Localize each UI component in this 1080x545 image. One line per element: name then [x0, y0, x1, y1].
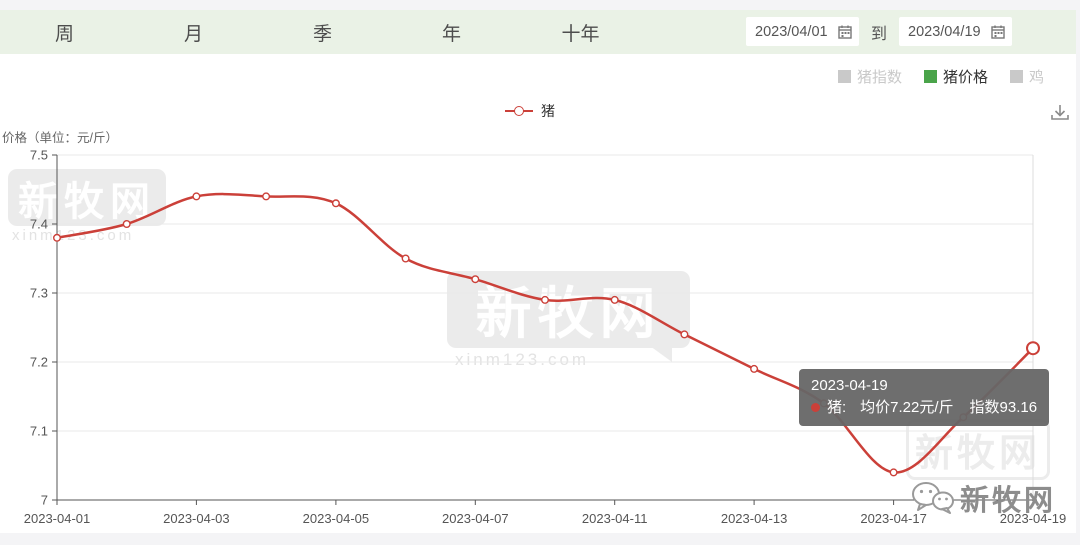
legend-swatch [837, 70, 851, 83]
date-from-box [746, 17, 859, 46]
legend-item-chicken[interactable]: 鸡 [1009, 66, 1044, 87]
line-circle-marker-icon [505, 106, 533, 116]
date-range-control: 到 [746, 17, 1013, 46]
chart-legend-pig[interactable]: 猪 [505, 101, 555, 121]
y-axis-title: 价格（单位：元/斤） [2, 131, 118, 145]
svg-text:2023-04-03: 2023-04-03 [163, 511, 230, 526]
chart-legend-label: 猪 [541, 103, 555, 119]
svg-text:2023-04-19: 2023-04-19 [1000, 511, 1067, 526]
legend-swatch [1009, 70, 1023, 83]
calendar-icon[interactable] [838, 25, 852, 39]
tab-week[interactable]: 周 [54, 23, 74, 45]
tooltip-price: 均价7.22元/斤 [860, 398, 954, 416]
legend-item-pig-index[interactable]: 猪指数 [837, 66, 902, 87]
svg-text:2023-04-01: 2023-04-01 [24, 511, 91, 526]
watermark-wechat: 新牧网 [910, 477, 1056, 519]
date-from-input[interactable] [753, 22, 837, 41]
watermark-logo: 新牧网 [8, 169, 166, 226]
svg-text:2023-04-07: 2023-04-07 [442, 511, 509, 526]
tab-year[interactable]: 年 [441, 23, 461, 45]
period-tabbar: 周 月 季 年 十年 [0, 10, 1076, 54]
svg-text:7: 7 [41, 493, 48, 508]
tooltip-series-dot [811, 403, 820, 413]
svg-text:2023-04-05: 2023-04-05 [303, 511, 370, 526]
legend-label: 猪价格 [942, 69, 988, 86]
svg-text:2023-04-13: 2023-04-13 [721, 511, 788, 526]
svg-text:7.4: 7.4 [30, 217, 48, 232]
date-range-to-label: 到 [871, 25, 888, 43]
watermark-corner-text: 新牧网 [960, 485, 1057, 517]
series-toggle-legend: 猪指数 猪价格 鸡 [837, 66, 1044, 87]
tab-month[interactable]: 月 [183, 23, 203, 45]
tooltip-date: 2023-04-19 [811, 377, 888, 394]
svg-text:7.5: 7.5 [30, 148, 48, 163]
legend-swatch [923, 70, 937, 83]
svg-text:7.1: 7.1 [30, 424, 48, 439]
watermark-logo: 新牧网 [447, 271, 690, 362]
svg-text:7.3: 7.3 [30, 286, 48, 301]
tab-tenyear[interactable]: 十年 [561, 23, 600, 45]
tab-quarter[interactable]: 季 [312, 23, 332, 45]
calendar-icon[interactable] [991, 25, 1005, 39]
legend-label: 鸡 [1028, 69, 1044, 86]
date-to-box [899, 17, 1013, 46]
tooltip-index: 指数93.16 [969, 398, 1038, 416]
tooltip-series-label: 猪: [827, 398, 847, 416]
date-to-input[interactable] [906, 22, 991, 41]
wechat-icon [912, 482, 954, 514]
svg-text:2023-04-11: 2023-04-11 [582, 511, 648, 526]
svg-text:7.2: 7.2 [30, 355, 48, 370]
watermark-site: xinm123.com [455, 350, 590, 369]
legend-label: 猪指数 [856, 69, 902, 86]
legend-item-pig-price[interactable]: 猪价格 [923, 66, 988, 87]
chart-tooltip: 2023-04-19 猪: 均价7.22元/斤 指数93.16 [799, 369, 1050, 426]
download-icon[interactable] [1049, 102, 1071, 124]
svg-text:2023-04-17: 2023-04-17 [860, 511, 927, 526]
